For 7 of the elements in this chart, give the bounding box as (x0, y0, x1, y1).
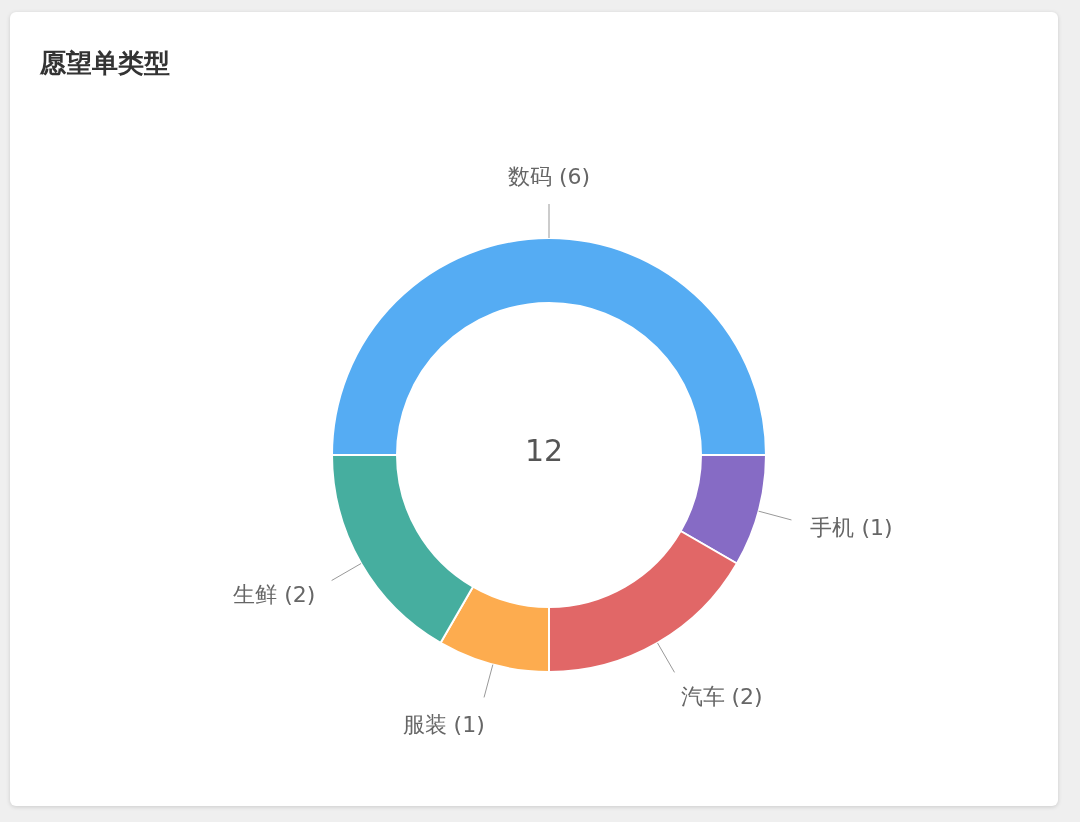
text: 12 (524, 432, 564, 468)
slice-label: 手机 (1) (810, 514, 893, 540)
slice-label: 数码 (6) (507, 163, 591, 189)
slice-label: 生鲜 (2) (233, 582, 316, 607)
slice-label: 汽车 (2) (680, 684, 763, 710)
chart-title: 愿望单类型 (40, 47, 170, 80)
slice-label: 服装 (1) (402, 711, 485, 737)
